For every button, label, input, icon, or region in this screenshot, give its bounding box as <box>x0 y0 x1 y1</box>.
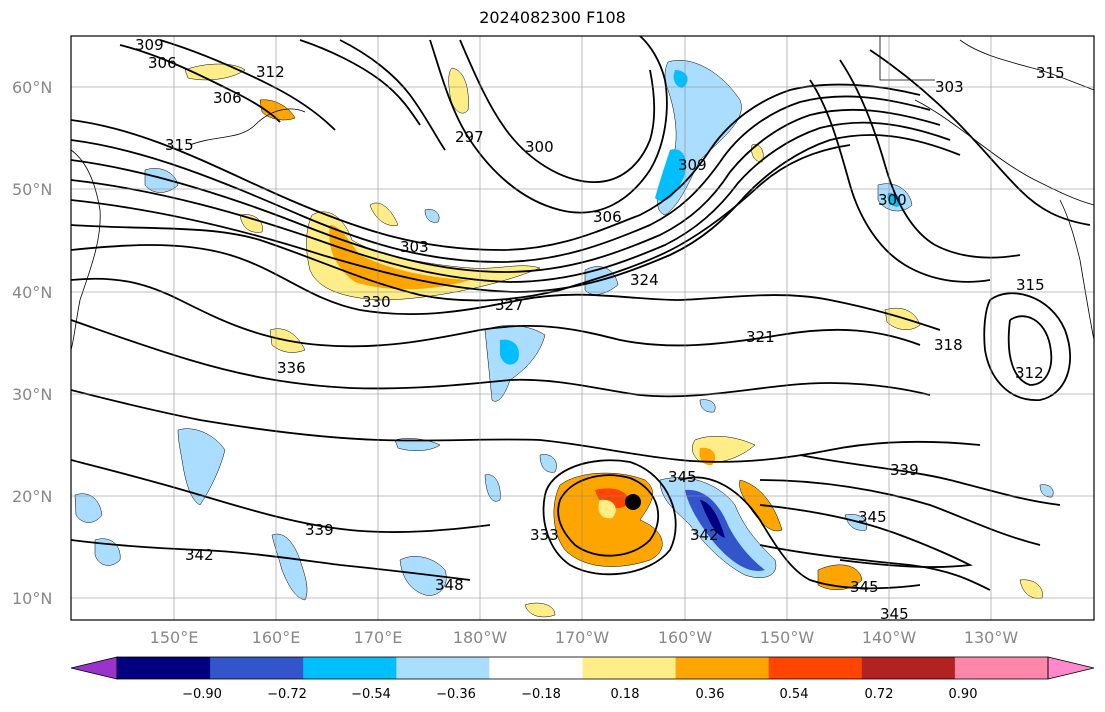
contour-label: 321 <box>746 328 775 346</box>
colorbar-tick: 0.72 <box>865 687 894 702</box>
contour-label: 309 <box>135 36 164 54</box>
colorbar-tick: −0.54 <box>351 687 391 702</box>
lat-label: 20°N <box>12 487 52 506</box>
colorbar: −0.90 −0.72 −0.54 −0.36 −0.18 0.18 0.36 … <box>70 656 1095 702</box>
lon-label: 170°E <box>354 628 403 647</box>
colorbar-cell <box>675 657 770 679</box>
colorbar-tick: −0.36 <box>436 687 476 702</box>
lon-label: 150°W <box>760 628 815 647</box>
contour-label: 297 <box>455 128 484 146</box>
contour-label: 345 <box>850 578 879 596</box>
colorbar-cell <box>117 657 211 679</box>
contour-label: 345 <box>880 605 909 623</box>
lon-label: 140°W <box>862 628 917 647</box>
colorbar-cell <box>303 657 397 679</box>
colorbar-cell <box>768 657 863 679</box>
contour-label: 339 <box>305 521 334 539</box>
lat-label: 10°N <box>12 589 52 608</box>
contour-label: 345 <box>668 468 697 486</box>
contour-label: 303 <box>935 78 964 96</box>
lon-label: 180°W <box>453 628 508 647</box>
lon-label: 160°W <box>658 628 713 647</box>
contour-label: 330 <box>362 293 391 311</box>
map-title: 2024082300 F108 <box>479 8 626 27</box>
colorbar-tick: −0.72 <box>267 687 307 702</box>
lat-label: 40°N <box>12 283 52 302</box>
coastlines <box>71 36 1094 351</box>
contour-label: 300 <box>878 191 907 209</box>
contour-label: 306 <box>593 208 622 226</box>
contour-label: 336 <box>277 359 306 377</box>
colorbar-cell <box>582 657 677 679</box>
contour-label: 315 <box>1016 276 1045 294</box>
contour-label: 312 <box>256 63 285 81</box>
contour-label: 315 <box>165 136 194 154</box>
contour-label: 342 <box>690 526 719 544</box>
colorbar-cell <box>861 657 956 679</box>
latitude-labels: 60°N 50°N 40°N 30°N 20°N 10°N <box>12 78 52 608</box>
lat-label: 60°N <box>12 78 52 97</box>
contour-label: 303 <box>400 238 429 256</box>
graticule <box>71 36 1094 620</box>
contour-label: 306 <box>213 89 242 107</box>
contour-label: 318 <box>934 336 963 354</box>
colorbar-tick: 0.54 <box>780 687 809 702</box>
plot-border <box>70 35 1095 621</box>
contour-label: 309 <box>678 156 707 174</box>
storm-center-marker <box>625 494 641 510</box>
lat-label: 30°N <box>12 385 52 404</box>
colorbar-tick: −0.18 <box>521 687 561 702</box>
colorbar-extend-right <box>1047 656 1095 680</box>
contour-label: 327 <box>495 296 524 314</box>
colorbar-cell <box>489 657 583 679</box>
contour-label: 324 <box>630 271 659 289</box>
longitude-labels: 150°E 160°E 170°E 180°W 170°W 160°W 150°… <box>150 628 1019 647</box>
colorbar-tick: 0.90 <box>949 687 978 702</box>
lat-label: 50°N <box>12 180 52 199</box>
contour-label: 342 <box>185 546 214 564</box>
contour-labels: 309 306 312 306 315 297 300 309 303 306 … <box>135 36 1065 623</box>
colorbar-tick: −0.90 <box>182 687 222 702</box>
height-contours <box>71 36 1091 591</box>
colorbar-tick: 0.18 <box>611 687 640 702</box>
contour-label: 333 <box>530 526 559 544</box>
contour-label: 312 <box>1015 364 1044 382</box>
contour-label: 348 <box>435 576 464 594</box>
contour-label: 345 <box>858 508 887 526</box>
colorbar-ticks: −0.90 −0.72 −0.54 −0.36 −0.18 0.18 0.36 … <box>182 687 977 702</box>
lon-label: 130°W <box>964 628 1019 647</box>
contour-label: 306 <box>148 54 177 72</box>
colorbar-cell <box>210 657 304 679</box>
colorbar-cell <box>954 657 1049 679</box>
contour-label: 315 <box>1036 64 1065 82</box>
lon-label: 160°E <box>252 628 301 647</box>
lon-label: 170°W <box>555 628 610 647</box>
lon-label: 150°E <box>150 628 199 647</box>
colorbar-extend-left <box>70 656 118 680</box>
colorbar-tick: 0.36 <box>696 687 725 702</box>
contour-label: 300 <box>525 138 554 156</box>
colorbar-cell <box>396 657 490 679</box>
contour-label: 339 <box>890 461 919 479</box>
